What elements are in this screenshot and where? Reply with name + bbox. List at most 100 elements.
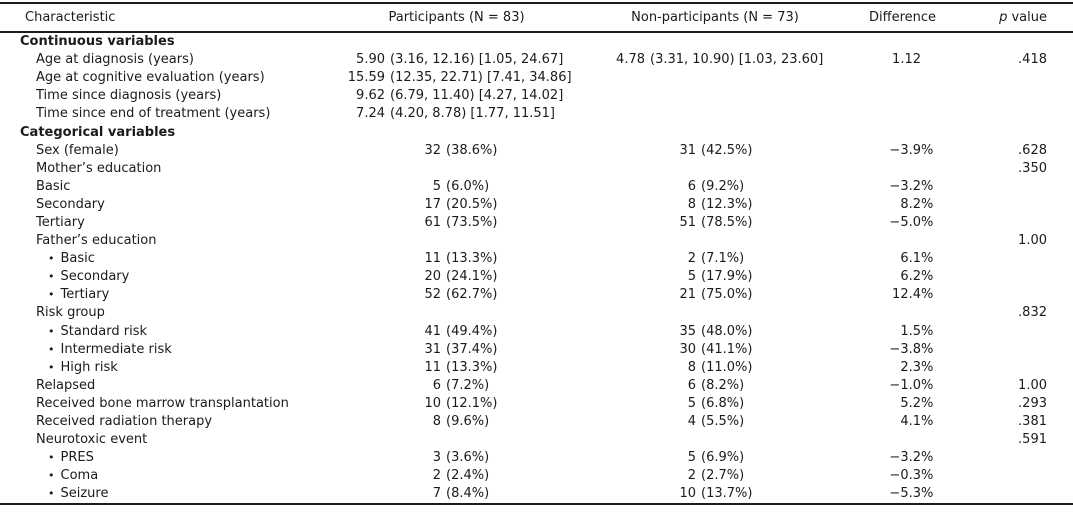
difference-cell: −1.0% [857,378,934,393]
column-header-participants: Participants (N = 83) [388,10,525,25]
non-participants-cell: 2 (7.1%) [595,251,857,266]
value-detail: (4.20, 8.78) [1.77, 11.51] [390,106,556,122]
difference-cell: −5.0% [857,215,934,230]
row-label: Intermediate risk [60,341,172,357]
row-label: High risk [60,359,118,375]
characteristic-cell: • PRES [0,450,330,465]
percent-sign: % [921,395,934,411]
percent-sign: % [921,196,934,212]
value-number: 7 [432,486,441,502]
p-value-cell: 1.00 [1018,377,1047,393]
value-number: 11 [424,251,441,267]
characteristic-cell: Tertiary [0,215,330,230]
value-detail: (3.31, 10.90) [1.03, 23.60] [650,52,824,68]
percent-sign: % [921,450,934,466]
non-participants-cell: 4.78 (3.31, 10.90) [1.03, 23.60] [595,52,857,67]
value-detail: (6.8%) [701,395,745,411]
participants-cell: 10 (12.1%) [330,396,595,411]
difference-number: −3.9 [889,142,921,158]
row-label: Sex (female) [36,142,119,158]
difference-cell: 5.2% [857,396,934,411]
table-top-rule [0,2,1073,4]
column-header-non-participants: Non-participants (N = 73) [631,10,799,25]
table-row: Categorical variables [0,123,1073,141]
table-row: • Standard risk 41 (49.4%) 35 (48.0%) 1.5% [0,322,1073,340]
difference-cell: 12.4% [857,287,934,302]
characteristic-cell: • Intermediate risk [0,342,330,357]
difference-cell: 4.1% [857,414,934,429]
value-number: 21 [679,287,696,303]
value-detail: (17.9%) [701,269,753,285]
table-header-row: Characteristic Participants (N = 83) Non… [0,4,1073,31]
characteristic-cell: • High risk [0,360,330,375]
value-number: 5 [687,395,696,411]
value-number: 31 [424,341,441,357]
characteristic-cell: • Tertiary [0,287,330,302]
value-number: 6 [432,377,441,393]
table-row: Father’s education 1.00 [0,232,1073,250]
value-detail: (13.3%) [446,359,498,375]
column-header-p-value: p value [934,10,1073,25]
value-number: 61 [424,214,441,230]
value-detail: (8.2%) [701,377,745,393]
value-detail: (7.1%) [701,251,745,267]
table-row: • PRES 3 (3.6%) 5 (6.9%) −3.2% [0,449,1073,467]
characteristic-cell: • Secondary [0,269,330,284]
p-value-cell: .293 [1018,395,1047,411]
value-number: 7.24 [356,106,385,122]
value-number: 10 [424,395,441,411]
percent-sign: % [921,468,934,484]
participants-cell: 5 (6.0%) [330,179,595,194]
value-number: 4 [687,414,696,430]
value-number: 20 [424,269,441,285]
value-detail: (49.4%) [446,323,498,339]
difference-cell: 1.12 [857,52,934,67]
table-row: Time since end of treatment (years) 7.24 (… [0,105,1073,123]
percent-sign: % [921,287,934,303]
participants-cell: 52 (62.7%) [330,287,595,302]
value-number: 30 [679,341,696,357]
bullet-icon: • [48,360,55,374]
value-number: 3 [432,450,441,466]
characteristic-cell: • Standard risk [0,324,330,339]
characteristic-cell: Sex (female) [0,143,330,158]
bullet-icon: • [48,342,55,356]
value-number: 8 [432,414,441,430]
bullet-icon: • [48,288,55,302]
bullet-icon: • [48,487,55,501]
row-label: Age at diagnosis (years) [36,52,194,68]
row-label: Mother’s education [36,160,162,176]
characteristic-cell: • Coma [0,468,330,483]
row-label: Seizure [60,486,109,502]
difference-number: 5.2 [900,395,921,411]
participants-cell: 41 (49.4%) [330,324,595,339]
difference-cell: −0.3% [857,468,934,483]
non-participants-cell: 5 (6.8%) [595,396,857,411]
row-label: Secondary [36,196,105,212]
value-detail: (2.7%) [701,468,745,484]
value-number: 35 [679,323,696,339]
non-participants-cell: 5 (6.9%) [595,450,857,465]
table-row: Neurotoxic event .591 [0,431,1073,449]
row-label: Father’s education [36,233,157,249]
table-row: • High risk 11 (13.3%) 8 (11.0%) 2.3% [0,358,1073,376]
row-label: Time since diagnosis (years) [36,88,222,104]
characteristic-cell: Neurotoxic event [0,432,330,447]
difference-number: 4.1 [900,414,921,430]
participants-cell: 7 (8.4%) [330,486,595,501]
percent-sign: % [921,142,934,158]
difference-number: −5.0 [889,214,921,230]
participants-cell: 3 (3.6%) [330,450,595,465]
difference-number: 8.2 [900,196,921,212]
p-value-label: value [1007,10,1047,25]
bullet-icon: • [48,270,55,284]
table-row: Received bone marrow transplantation 10 (1… [0,394,1073,412]
percent-sign [921,52,934,67]
column-header-difference: Difference [869,10,937,25]
characteristic-cell: Relapsed [0,378,330,393]
difference-cell: −3.8% [857,342,934,357]
value-number: 2 [687,251,696,267]
value-detail: (73.5%) [446,214,498,230]
value-number: 5 [687,450,696,466]
difference-number: 2.3 [900,359,921,375]
